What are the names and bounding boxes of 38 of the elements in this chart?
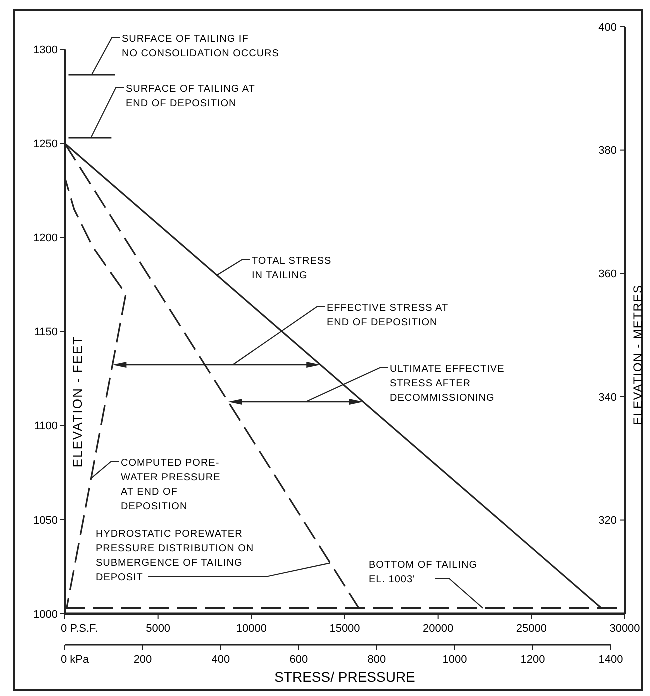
x-tick-label: 25000 [516,623,547,635]
y-tick-label: 1300 [34,44,58,56]
y2-tick-label: 380 [598,145,617,158]
x2-tick-label: 200 [134,654,152,666]
y-tick-label: 1050 [34,514,58,527]
annotation: COMPUTED PORE-WATER PRESSURE AT END OF DEPOSITION [121,458,221,512]
y2-tick-label: 400 [598,22,617,34]
y-tick-label: 1250 [34,138,58,150]
x-tick-label: 15000 [330,623,360,635]
annotation: BOTTOM OF TAILING EL. 1003' [369,560,478,586]
y2-tick-label: 360 [598,268,617,280]
annotation: ULTIMATE EFFECTIVE STRESS AFTER DECOMMISSIONING [390,364,505,404]
y2-axis-title: ELEVATION - METRES [631,284,645,426]
x-tick-label: 10000 [236,623,267,635]
x-axis-title: STRESS/ PRESSURE [274,669,416,685]
x2-tick-label: 1000 [442,654,468,666]
y2-tick-label: 320 [598,515,617,528]
x-tick-label: 30000 [610,623,640,635]
x2-tick-label: 800 [368,654,386,666]
y-axis-title: ELEVATION - FEET [70,336,85,468]
x-tick-label: 0 P.S.F. [61,623,98,635]
annotation: SURFACE OF TAILING AT END OF DEPOSITION [126,84,256,110]
x2-tick-label: 400 [212,654,230,666]
x-tick-label: 20000 [423,623,454,635]
annotation: SURFACE OF TAILING IF NO CONSOLIDATION OCCURS [122,34,280,60]
annotation: TOTAL STRESS IN TAILING [252,256,332,282]
x2-tick-label: 0 kPa [61,654,90,666]
x-tick-label: 5000 [146,623,171,635]
annotation: EFFECTIVE STRESS AT END OF DEPOSITION [327,303,449,328]
x2-tick-label: 1200 [520,654,546,666]
x2-tick-label: 1400 [598,654,624,666]
y-tick-label: 1000 [34,608,58,621]
annotation: HYDROSTATIC POREWATER PRESSURE DISTRIBUTION ON SUBMERGENCE OF TAILING DEPOSIT [96,529,254,584]
x2-tick-label: 600 [290,654,308,666]
y-tick-label: 1100 [34,420,58,433]
y-tick-label: 1150 [34,326,58,339]
y-tick-label: 1200 [34,232,58,245]
y2-tick-label: 340 [598,392,617,404]
